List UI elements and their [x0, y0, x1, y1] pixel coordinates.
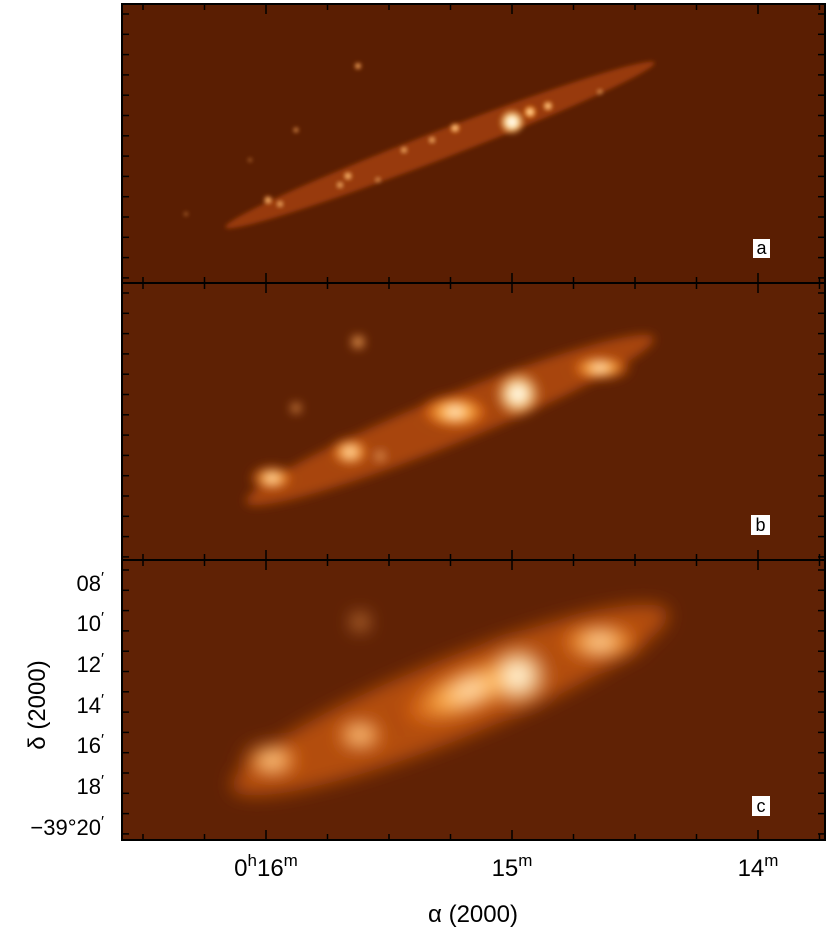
- panel-b: b: [121, 282, 826, 561]
- y-tick-label-14: 14′: [77, 692, 104, 718]
- panel-label-b: b: [755, 515, 765, 535]
- x-tick-label-14m: 14m: [738, 851, 779, 882]
- y-tick-label-10: 10′: [77, 610, 104, 636]
- panel-a: a: [121, 3, 826, 284]
- y-tick-label-12: 12′: [77, 651, 104, 677]
- x-tick-labels: 0h16m 15m 14m: [234, 851, 778, 882]
- panel-label-box-a: [753, 239, 770, 258]
- panel-label-c: c: [757, 796, 766, 816]
- panel-label-a: a: [756, 238, 767, 258]
- panel-label-box-b: [751, 515, 770, 535]
- y-tick-label-20: −39°20′: [30, 814, 104, 840]
- x-axis-label: α (2000): [428, 901, 518, 928]
- x-tick-label-15m: 15m: [492, 851, 533, 882]
- y-tick-labels: 08′ 10′ 12′ 14′ 16′ 18′ −39°20′: [30, 570, 104, 840]
- x-tick-label-16m: 0h16m: [234, 851, 298, 882]
- y-axis-label: δ (2000): [24, 660, 51, 749]
- y-tick-label-18: 18′: [77, 773, 104, 799]
- tick-marks: [122, 4, 825, 840]
- y-tick-label-16: 16′: [77, 732, 104, 758]
- panel-c: c: [121, 559, 826, 841]
- panel-label-box-c: [752, 796, 770, 816]
- y-tick-label-08: 08′: [77, 570, 104, 596]
